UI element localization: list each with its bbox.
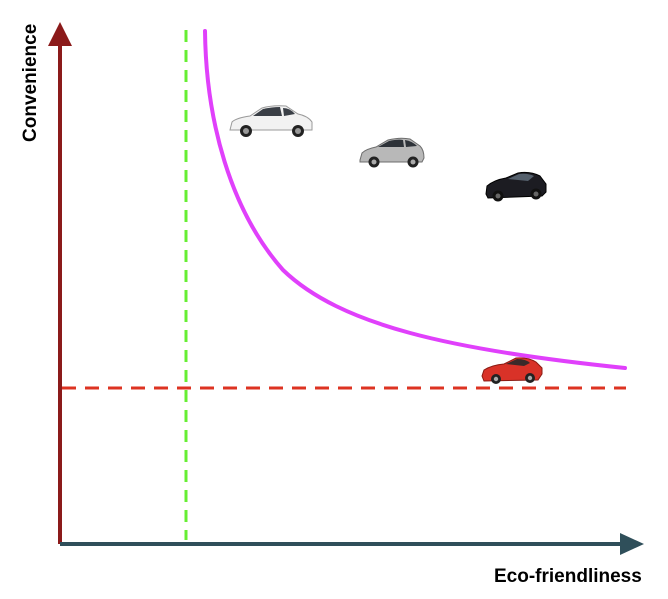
x-axis: [60, 533, 644, 555]
tradeoff-curve: [203, 29, 627, 370]
x-axis-label: Eco-friendliness: [494, 566, 642, 587]
black-sportscar-icon: [485, 171, 547, 202]
silver-hatchback-icon: [359, 137, 425, 168]
y-axis-arrowhead: [48, 22, 72, 46]
x-axis-arrowhead: [620, 533, 644, 555]
white-sedan-icon: [229, 105, 313, 137]
red-coupe-icon: [481, 357, 543, 384]
y-axis: [48, 22, 72, 544]
y-axis-label: Convenience: [20, 24, 41, 142]
